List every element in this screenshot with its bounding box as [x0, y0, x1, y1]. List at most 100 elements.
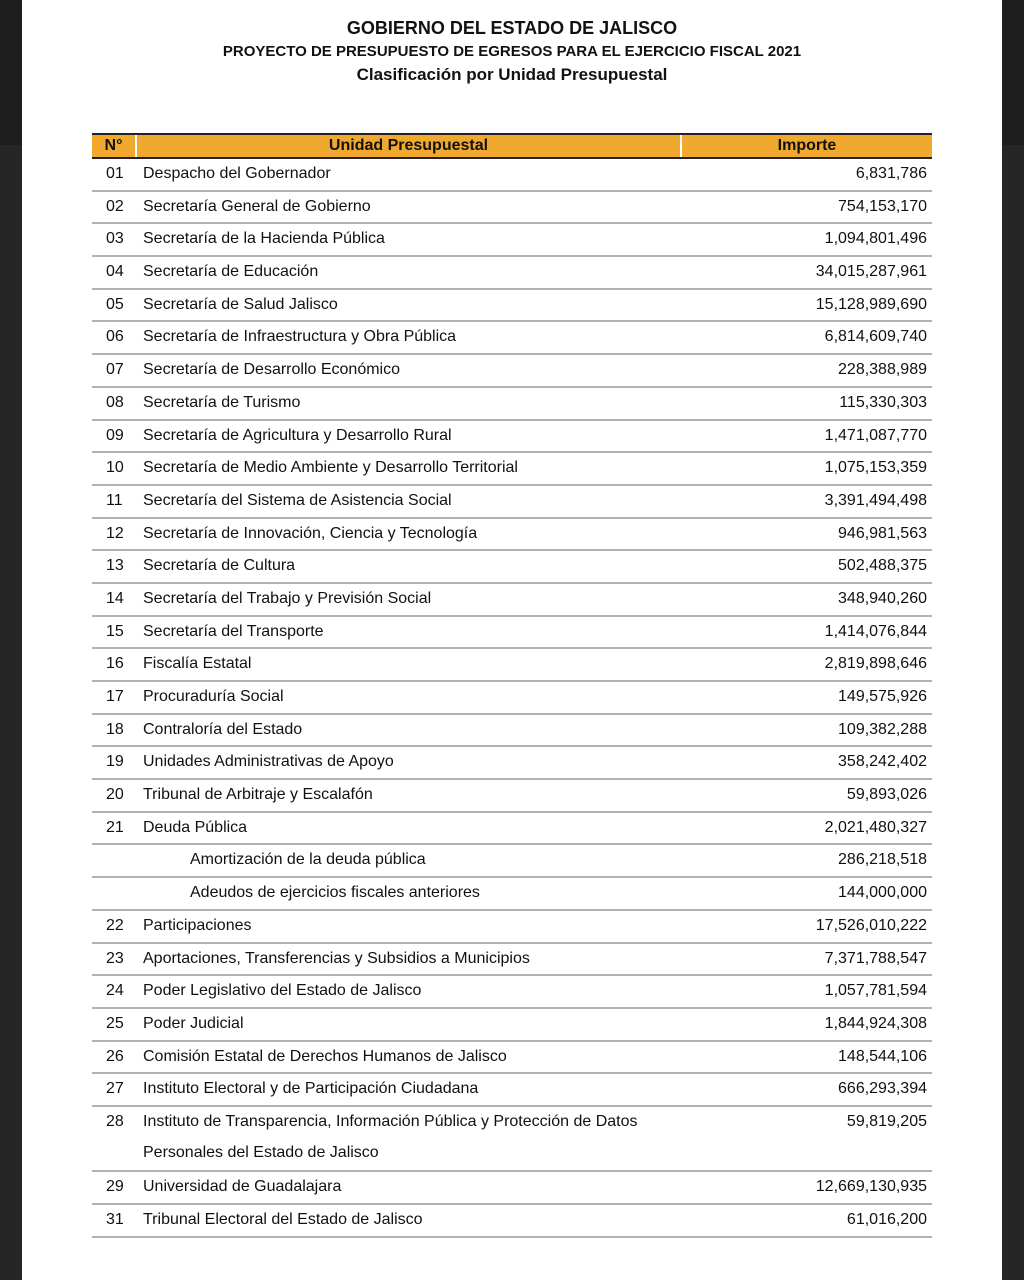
row-amount: 502,488,375 — [838, 557, 927, 575]
row-number: 24 — [106, 982, 124, 1000]
table-row: 02 Secretaría General de Gobierno 754,153,… — [92, 192, 932, 225]
row-amount: 946,981,563 — [838, 524, 927, 542]
document-subtitle: PROYECTO DE PRESUPUESTO DE EGRESOS PARA … — [222, 43, 802, 60]
row-number: 06 — [106, 328, 124, 346]
row-amount: 115,330,303 — [839, 393, 927, 411]
row-number — [92, 878, 135, 909]
row-amount: 358,242,402 — [838, 753, 927, 771]
row-unit: Secretaría del Sistema de Asistencia Soc… — [135, 486, 680, 517]
row-unit-label: Tribunal de Arbitraje y Escalafón — [143, 786, 373, 804]
row-unit: Secretaría de Turismo — [135, 388, 680, 419]
row-unit-label: Instituto Electoral y de Participación C… — [143, 1080, 479, 1098]
row-number: 07 — [106, 361, 124, 379]
row-unit: Deuda Pública — [135, 813, 680, 844]
row-unit-label: Secretaría de Educación — [143, 263, 319, 281]
row-amount: 15,128,989,690 — [815, 295, 927, 313]
document-classification: Clasificación por Unidad Presupuestal — [356, 65, 668, 84]
row-number: 10 — [106, 459, 124, 477]
row-unit-label: Adeudos de ejercicios fiscales anteriore… — [190, 884, 480, 902]
column-header-unit: Unidad Presupuestal — [137, 135, 682, 157]
row-unit-label: Universidad de Guadalajara — [143, 1178, 342, 1196]
table-row: Amortización de la deuda pública 286,218,… — [92, 845, 932, 879]
row-unit: Universidad de Guadalajara — [135, 1172, 680, 1203]
row-amount: 59,893,026 — [846, 786, 927, 804]
row-amount: 109,382,288 — [838, 720, 927, 738]
table-row: 18 Contraloría del Estado 109,382,288 — [92, 715, 932, 748]
row-unit-label: Comisión Estatal de Derechos Humanos de … — [143, 1047, 507, 1065]
row-unit: Secretaría General de Gobierno — [135, 192, 680, 223]
column-header-number: N° — [92, 135, 137, 157]
row-amount: 7,371,788,547 — [824, 949, 927, 967]
row-unit: Secretaría de Cultura — [135, 551, 680, 582]
table-row: 14 Secretaría del Trabajo y Previsión Soc… — [92, 584, 932, 617]
row-amount: 6,831,786 — [855, 165, 927, 182]
row-number: 29 — [106, 1178, 124, 1196]
table-row: 10 Secretaría de Medio Ambiente y Desarro… — [92, 453, 932, 486]
row-unit-label: Poder Legislativo del Estado de Jalisco — [143, 982, 422, 1000]
row-unit-label: Secretaría del Trabajo y Previsión Socia… — [143, 589, 432, 607]
row-number: 12 — [106, 524, 124, 542]
row-number: 18 — [106, 720, 124, 738]
row-number: 11 — [106, 491, 123, 509]
row-amount: 6,814,609,740 — [824, 328, 927, 346]
row-unit-label: Secretaría de la Hacienda Pública — [143, 230, 385, 248]
table-row: 15 Secretaría del Transporte 1,414,076,844 — [92, 617, 932, 650]
row-amount: 348,940,260 — [838, 589, 927, 607]
row-amount: 1,075,153,359 — [824, 459, 927, 477]
table-row: 29 Universidad de Guadalajara 12,669,130,9… — [92, 1172, 932, 1206]
table-body: 01 Despacho del Gobernador 6,831,786 02 Secr… — [92, 159, 932, 1238]
row-number: 17 — [106, 688, 124, 705]
row-unit: Tribunal de Arbitraje y Escalafón — [135, 780, 680, 811]
row-amount: 61,016,200 — [846, 1211, 927, 1229]
row-number: 16 — [106, 655, 124, 673]
table-row: 23 Aportaciones, Transferencias y Subsidi… — [92, 944, 932, 977]
row-number: 09 — [106, 426, 124, 444]
row-unit: Participaciones — [135, 911, 680, 942]
row-number: 05 — [106, 295, 124, 313]
row-amount: 1,414,076,844 — [824, 622, 927, 640]
table-row: 22 Participaciones 17,526,010,222 — [92, 911, 932, 944]
table-row: 11 Secretaría del Sistema de Asistencia S… — [92, 486, 932, 519]
row-unit-label: Poder Judicial — [143, 1014, 244, 1032]
row-unit: Aportaciones, Transferencias y Subsidios… — [135, 944, 680, 975]
row-unit-label: Unidades Administrativas de Apoyo — [143, 753, 394, 771]
row-unit: Secretaría de Medio Ambiente y Desarroll… — [135, 453, 680, 484]
row-unit-label: Tribunal Electoral del Estado de Jalisco — [143, 1211, 423, 1229]
table-row: 07 Secretaría de Desarrollo Económico 228,… — [92, 355, 932, 388]
row-amount: 34,015,287,961 — [815, 263, 927, 281]
row-unit-label: Secretaría de Salud Jalisco — [143, 295, 338, 313]
row-number: 15 — [106, 622, 124, 640]
table-row: 06 Secretaría de Infraestructura y Obra P… — [92, 322, 932, 356]
row-unit: Instituto de Transparencia, Información … — [135, 1107, 680, 1170]
row-amount: 1,471,087,770 — [824, 426, 927, 444]
table-row: 17 Procuraduría Social 149,575,926 — [92, 682, 932, 715]
table-row: 03 Secretaría de la Hacienda Pública 1,094… — [92, 224, 932, 258]
row-number: 25 — [106, 1014, 124, 1032]
row-unit-label: Secretaría de Infraestructura y Obra Púb… — [143, 328, 457, 346]
row-unit: Fiscalía Estatal — [135, 649, 680, 680]
row-number: 26 — [106, 1047, 124, 1065]
column-header-amount: Importe — [777, 137, 837, 154]
row-amount: 149,575,926 — [838, 688, 927, 705]
table-row: 04 Secretaría de Educación 34,015,287,961 — [92, 257, 932, 290]
row-amount: 1,057,781,594 — [824, 982, 927, 1000]
row-unit-label: Secretaría de Cultura — [143, 557, 296, 575]
row-amount: 148,544,106 — [838, 1047, 927, 1065]
row-unit-label: Secretaría de Medio Ambiente y Desarroll… — [143, 459, 518, 477]
table-row: 01 Despacho del Gobernador 6,831,786 — [92, 159, 932, 192]
row-unit: Amortización de la deuda pública — [135, 845, 680, 876]
row-unit: Instituto Electoral y de Participación C… — [135, 1074, 680, 1105]
row-unit-label: Amortización de la deuda pública — [190, 851, 426, 869]
table-row: 26 Comisión Estatal de Derechos Humanos d… — [92, 1042, 932, 1075]
table-row: 12 Secretaría de Innovación, Ciencia y Te… — [92, 519, 932, 552]
row-number: 03 — [106, 230, 124, 248]
row-amount: 12,669,130,935 — [815, 1178, 927, 1196]
table-row: 09 Secretaría de Agricultura y Desarrollo… — [92, 421, 932, 454]
row-amount: 17,526,010,222 — [815, 916, 927, 934]
row-unit: Secretaría de Educación — [135, 257, 680, 288]
row-unit-label: Participaciones — [143, 916, 252, 934]
row-unit: Secretaría de la Hacienda Pública — [135, 224, 680, 255]
row-unit: Unidades Administrativas de Apoyo — [135, 747, 680, 778]
table-row: 16 Fiscalía Estatal 2,819,898,646 — [92, 649, 932, 682]
row-unit-label: Secretaría del Transporte — [143, 622, 324, 640]
